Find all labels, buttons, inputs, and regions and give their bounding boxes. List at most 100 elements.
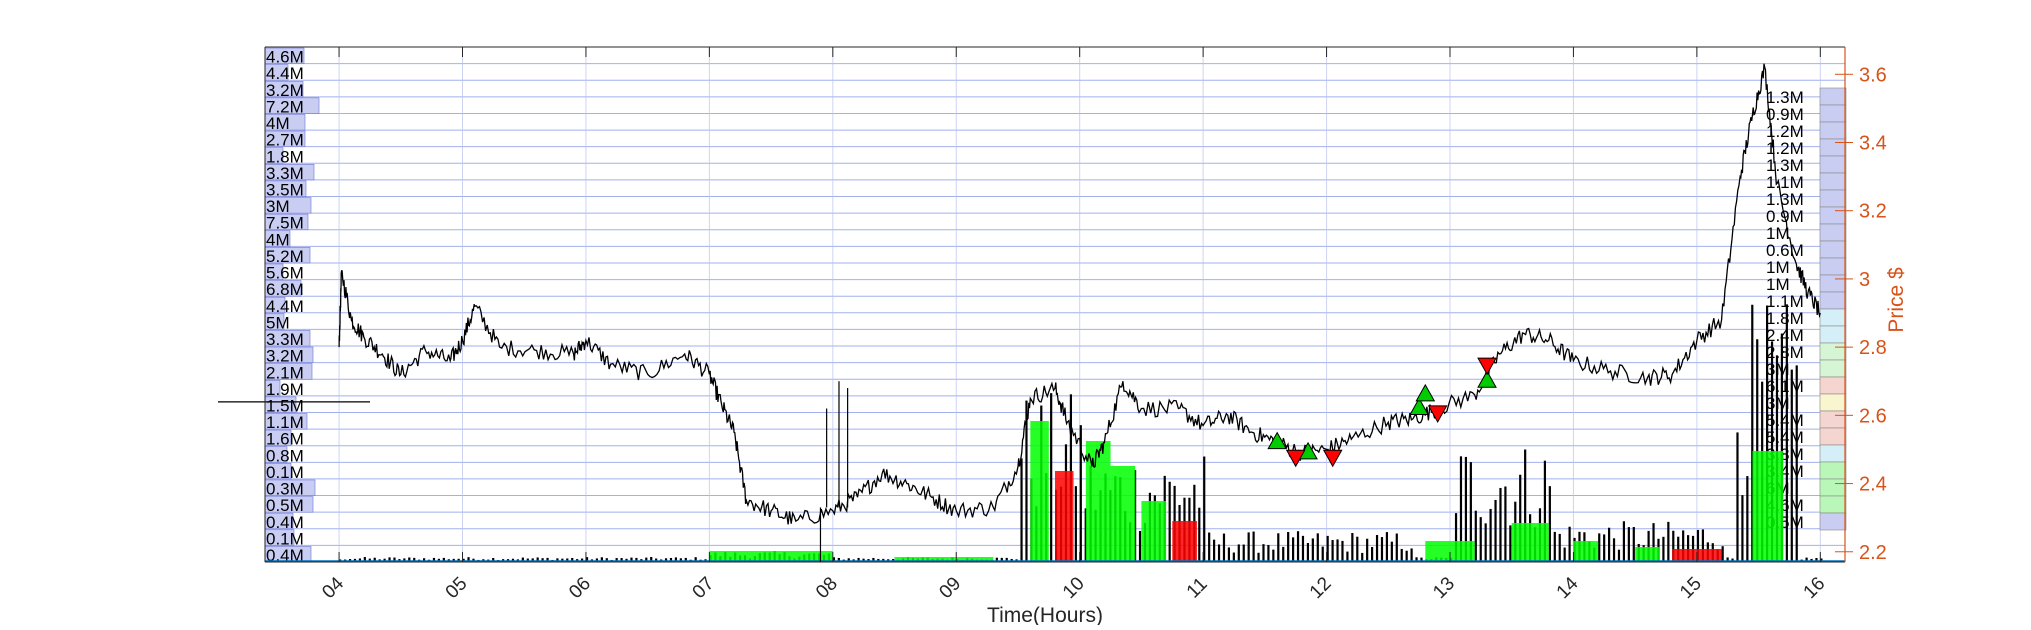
volume-bar bbox=[1484, 523, 1487, 561]
right-profile-label: 0.9M bbox=[1766, 105, 1804, 124]
volume-bar bbox=[1598, 533, 1601, 561]
right-profile-label: 2.8M bbox=[1766, 343, 1804, 362]
volume-bar bbox=[457, 558, 460, 561]
left-profile-label: 4.6M bbox=[266, 48, 304, 67]
volume-bar bbox=[492, 557, 495, 561]
volume-block bbox=[1635, 547, 1660, 561]
volume-bar bbox=[363, 557, 366, 561]
volume-bar bbox=[1474, 510, 1477, 561]
volume-bar bbox=[1400, 548, 1403, 561]
left-profile-label: 7.2M bbox=[266, 97, 304, 116]
volume-bar bbox=[1677, 536, 1680, 561]
y-tick-label: 2.6 bbox=[1859, 405, 1887, 427]
volume-bar bbox=[1612, 538, 1616, 561]
buy-marker bbox=[1267, 431, 1288, 450]
volume-bar bbox=[847, 558, 850, 561]
volume-bar bbox=[1756, 339, 1759, 561]
volume-bar bbox=[561, 558, 564, 561]
volume-bar bbox=[1746, 476, 1749, 561]
volume-bar bbox=[1479, 517, 1482, 561]
volume-bar bbox=[1524, 449, 1527, 561]
volume-block bbox=[894, 557, 994, 561]
volume-bar bbox=[1213, 539, 1216, 561]
volume-bar bbox=[1563, 547, 1566, 561]
volume-bar bbox=[1736, 432, 1739, 561]
volume-bar bbox=[1301, 535, 1305, 561]
left-profile-label: 3.2M bbox=[266, 81, 304, 100]
volume-bar bbox=[1568, 526, 1571, 561]
volume-bar bbox=[378, 559, 381, 561]
volume-bar bbox=[620, 558, 623, 561]
right-profile-bar bbox=[1819, 172, 1847, 191]
volume-bar bbox=[1682, 530, 1685, 561]
volume-bar bbox=[1820, 558, 1823, 561]
volume-block bbox=[1110, 466, 1136, 561]
volume-bar bbox=[472, 558, 475, 561]
volume-bar bbox=[1371, 547, 1374, 561]
volume-bar bbox=[1543, 460, 1547, 561]
volume-bar bbox=[1232, 552, 1235, 561]
volume-bar bbox=[1390, 541, 1393, 561]
volume-bar bbox=[1227, 547, 1231, 561]
volume-bar bbox=[1351, 533, 1354, 561]
price-line bbox=[338, 63, 1821, 525]
volume-bar bbox=[1489, 508, 1492, 561]
volume-bar bbox=[1306, 542, 1310, 561]
left-profile-label: 1.5M bbox=[266, 396, 304, 415]
right-profile-bar bbox=[1819, 478, 1847, 497]
volume-bar bbox=[867, 559, 870, 561]
volume-bar bbox=[546, 557, 549, 561]
right-profile-bar bbox=[1819, 274, 1847, 293]
volume-bar bbox=[1203, 456, 1206, 561]
volume-bar bbox=[1415, 557, 1418, 561]
right-profile-label: 6.1M bbox=[1766, 377, 1804, 396]
left-profile-label: 5M bbox=[266, 313, 290, 332]
right-profile-bar bbox=[1819, 87, 1847, 106]
volume-bar bbox=[669, 557, 673, 561]
volume-bar bbox=[1084, 508, 1087, 561]
volume-bar bbox=[566, 558, 569, 561]
left-profile-label: 0.1M bbox=[266, 529, 304, 548]
volume-bar bbox=[1341, 540, 1344, 561]
volume-bar bbox=[1647, 530, 1650, 561]
volume-bar bbox=[1558, 533, 1561, 561]
left-profile-label: 5.2M bbox=[266, 247, 304, 266]
volume-bar bbox=[442, 557, 445, 561]
y-tick-label: 2.8 bbox=[1859, 337, 1887, 359]
volume-bar bbox=[571, 558, 574, 561]
y-tick-label: 3.2 bbox=[1859, 201, 1887, 223]
volume-bar bbox=[1375, 534, 1379, 561]
volume-bar bbox=[1395, 533, 1398, 561]
volume-bar bbox=[1469, 462, 1472, 561]
volume-block bbox=[1141, 501, 1167, 561]
volume-bar bbox=[1499, 487, 1502, 561]
volume-bar bbox=[1795, 365, 1798, 561]
left-profile-label: 6.8M bbox=[266, 280, 304, 299]
volume-bar bbox=[1805, 557, 1808, 561]
y-tick-label: 2.4 bbox=[1859, 474, 1887, 496]
volume-block bbox=[1573, 541, 1599, 561]
y-tick-label: 3.6 bbox=[1859, 64, 1887, 86]
volume-bar bbox=[1336, 539, 1339, 561]
right-profile-bar bbox=[1819, 393, 1847, 412]
volume-bar bbox=[1257, 552, 1260, 561]
right-profile-label: 1M bbox=[1766, 258, 1790, 277]
volume-bar bbox=[645, 557, 648, 561]
volume-bar bbox=[872, 557, 875, 561]
right-profile-bar bbox=[1819, 512, 1847, 531]
volume-bar bbox=[1509, 525, 1512, 561]
volume-bar bbox=[892, 559, 895, 561]
buy-marker bbox=[1477, 370, 1497, 388]
right-profile-bar bbox=[1819, 461, 1847, 480]
left-profile-label: 7.5M bbox=[266, 214, 304, 233]
volume-bar bbox=[887, 559, 890, 561]
left-profile-label: 0.3M bbox=[266, 480, 304, 499]
volume-bar bbox=[595, 558, 599, 561]
volume-bar bbox=[615, 558, 618, 561]
volume-block bbox=[1172, 521, 1197, 561]
volume-bar bbox=[1361, 552, 1364, 561]
volume-bar bbox=[1050, 393, 1053, 561]
volume-bar bbox=[1247, 532, 1250, 561]
volume-bar bbox=[1292, 537, 1295, 561]
